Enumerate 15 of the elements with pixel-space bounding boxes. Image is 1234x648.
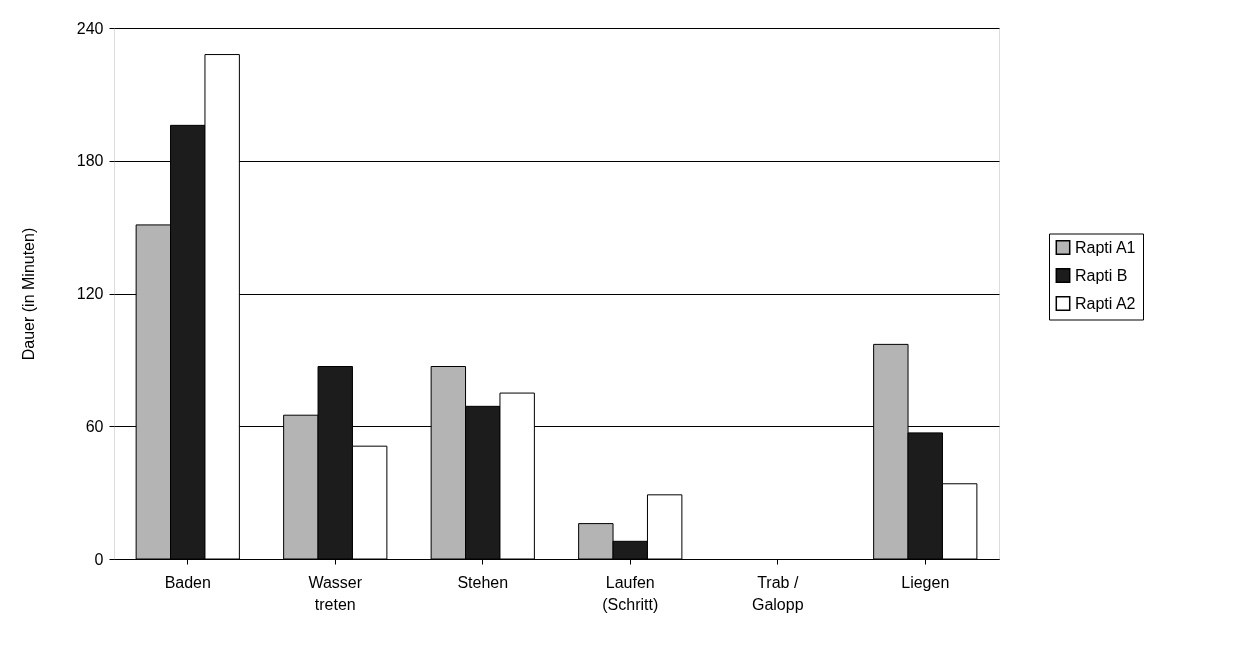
y-tick-label: 0 — [94, 550, 104, 568]
legend-label: Rapti A2 — [1075, 294, 1136, 312]
y-tick-label: 180 — [76, 152, 104, 170]
x-tick-label: Baden — [164, 573, 211, 591]
y-tick-label: 60 — [85, 417, 104, 435]
x-tick-label: Liegen — [901, 573, 950, 591]
legend-label: Rapti B — [1075, 266, 1128, 284]
y-tick-label: 240 — [76, 19, 104, 37]
y-axis-title: Dauer (in Minuten) — [19, 227, 37, 361]
x-tick-label: Laufen (Schritt) — [602, 573, 659, 613]
x-tick-label: Stehen — [457, 573, 509, 591]
x-tick-label: Trab / Galopp — [751, 573, 804, 613]
x-tick-label: Wasser treten — [308, 573, 363, 613]
y-tick-label: 120 — [76, 285, 104, 302]
legend-label: Rapti A1 — [1075, 238, 1136, 256]
